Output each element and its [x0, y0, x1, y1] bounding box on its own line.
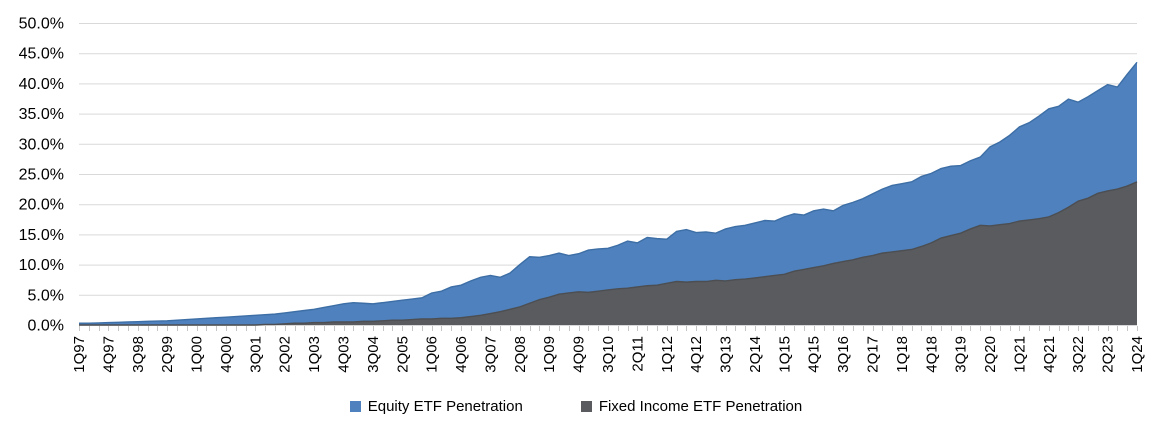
x-tick-label: 3Q13 — [718, 336, 735, 373]
y-tick-label: 25.0% — [19, 167, 64, 184]
x-tick-label: 3Q04 — [365, 336, 382, 373]
y-tick-label: 35.0% — [19, 106, 64, 123]
x-tick-label: 4Q09 — [571, 336, 588, 373]
area-edge-fixed-income — [79, 181, 1138, 326]
x-tick-label: 3Q16 — [835, 336, 852, 373]
x-tick-label: 1Q97 — [71, 336, 88, 373]
area-fixed-income — [79, 181, 1137, 325]
x-tick-label: 4Q03 — [336, 336, 353, 373]
x-tick-label: 4Q15 — [806, 336, 823, 373]
y-tick-label: 10.0% — [19, 257, 64, 274]
x-tick-label: 4Q06 — [453, 336, 470, 373]
x-tick-label: 4Q21 — [1041, 336, 1058, 373]
y-tick-label: 40.0% — [19, 76, 64, 93]
x-tick-label: 3Q10 — [600, 336, 617, 373]
x-tick-label: 2Q20 — [982, 336, 999, 373]
legend-swatch-fixed-income-icon — [580, 401, 592, 412]
x-tick-label: 3Q19 — [953, 336, 970, 373]
x-tick-label: 1Q03 — [306, 336, 323, 373]
x-tick-label: 4Q12 — [688, 336, 705, 373]
x-tick-label: 1Q00 — [189, 336, 206, 373]
chart-legend: Equity ETF Penetration Fixed Income ETF … — [0, 399, 1152, 414]
y-tick-label: 20.0% — [19, 197, 64, 214]
x-tick-label: 4Q00 — [218, 336, 235, 373]
y-tick-label: 15.0% — [19, 227, 64, 244]
y-axis-labels: 0.0% 5.0% 10.0% 15.0% 20.0% 25.0% 30.0% 35.0% 40… — [19, 16, 64, 335]
x-tick-label: 1Q06 — [424, 336, 441, 373]
x-tick-label: 2Q14 — [747, 336, 764, 373]
x-tick-label: 3Q07 — [482, 336, 499, 373]
x-tick-label: 1Q15 — [776, 336, 793, 373]
y-tick-label: 0.0% — [28, 318, 64, 335]
area-edge-equity — [79, 61, 1138, 324]
y-tick-label: 50.0% — [19, 16, 64, 33]
x-axis-labels: 1Q97 4Q97 3Q98 2Q99 1Q00 4Q00 3Q01 2Q02 1Q03 4Q03… — [71, 336, 1146, 373]
x-tick-label: 3Q98 — [130, 336, 147, 373]
x-tick-label: 2Q02 — [277, 336, 294, 373]
legend-swatch-equity-icon — [349, 401, 361, 412]
x-tick-label: 4Q97 — [100, 336, 117, 373]
legend-item-fixed-income: Fixed Income ETF Penetration — [580, 398, 803, 415]
legend-item-equity: Equity ETF Penetration — [349, 398, 523, 415]
x-tick-label: 1Q12 — [659, 336, 676, 373]
x-tick-label: 2Q99 — [159, 336, 176, 373]
x-tick-label: 2Q05 — [394, 336, 411, 373]
x-axis-ticks — [79, 326, 1138, 331]
x-tick-label: 4Q18 — [923, 336, 940, 373]
x-tick-label: 1Q18 — [894, 336, 911, 373]
y-tick-label: 45.0% — [19, 46, 64, 63]
y-tick-label: 5.0% — [28, 287, 64, 304]
x-tick-label: 1Q24 — [1129, 336, 1146, 373]
legend-label-fixed-income: Fixed Income ETF Penetration — [598, 398, 803, 415]
x-tick-label: 2Q11 — [629, 336, 646, 372]
x-tick-label: 2Q08 — [512, 336, 529, 373]
x-tick-label: 1Q09 — [541, 336, 558, 373]
x-tick-label: 3Q22 — [1070, 336, 1087, 373]
x-tick-label: 2Q17 — [865, 336, 882, 373]
x-tick-label: 1Q21 — [1011, 336, 1028, 373]
x-tick-label: 3Q01 — [247, 336, 264, 373]
chart-plot-area: 0.0% 5.0% 10.0% 15.0% 20.0% 25.0% 30.0% 35.0% 40… — [19, 16, 1146, 373]
gridlines — [79, 23, 1137, 326]
x-tick-label: 2Q23 — [1100, 336, 1117, 373]
legend-label-equity: Equity ETF Penetration — [367, 398, 523, 415]
y-tick-label: 30.0% — [19, 136, 64, 153]
